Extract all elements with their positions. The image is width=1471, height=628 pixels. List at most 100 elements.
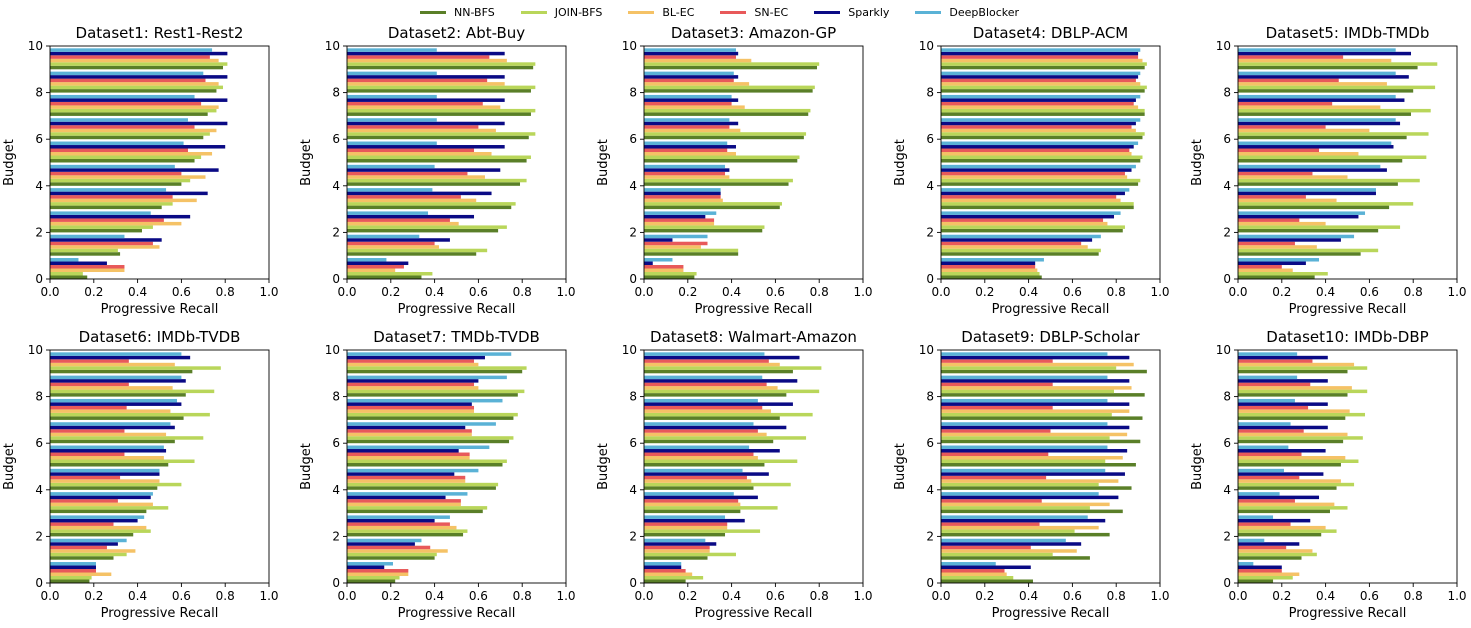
bar-nn-bfs-budget-9 <box>50 89 217 93</box>
bar-deepblocker-budget-9 <box>644 71 734 76</box>
bar-sn-ec-budget-7 <box>347 429 472 433</box>
x-tick-label: 1.0 <box>1447 589 1466 603</box>
bar-sn-ec-budget-1 <box>941 569 1005 573</box>
bar-sparkly-budget-9 <box>347 75 505 79</box>
plot-frame <box>346 45 567 280</box>
bar-deepblocker-budget-9 <box>50 71 204 76</box>
bar-nn-bfs-budget-1 <box>941 579 1033 583</box>
bar-sparkly-budget-2 <box>50 238 162 242</box>
bar-bl-ec-budget-9 <box>50 386 173 390</box>
bar-sparkly-budget-8 <box>941 402 1130 406</box>
bar-sparkly-budget-7 <box>1238 425 1328 430</box>
legend-swatch-sparkly <box>814 10 841 14</box>
bar-deepblocker-budget-8 <box>941 94 1141 99</box>
y-tick-label: 6 <box>1223 436 1231 450</box>
bar-bl-ec-budget-8 <box>50 409 171 413</box>
y-tick-label: 2 <box>1223 529 1231 543</box>
bar-deepblocker-budget-10 <box>347 352 512 356</box>
bar-deepblocker-budget-1 <box>50 258 79 262</box>
bar-bl-ec-budget-6 <box>644 152 736 156</box>
bar-join-bfs-budget-1 <box>1238 272 1328 276</box>
bar-sparkly-budget-5 <box>941 472 1125 476</box>
bar-join-bfs-budget-9 <box>644 389 820 394</box>
bar-bl-ec-budget-7 <box>1238 432 1348 437</box>
bar-join-bfs-budget-8 <box>644 108 811 113</box>
bar-deepblocker-budget-1 <box>941 258 1044 262</box>
x-tick-label: 0.0 <box>634 285 653 299</box>
bar-nn-bfs-budget-4 <box>941 509 1123 514</box>
plot-frame <box>643 45 864 280</box>
bar-bl-ec-budget-6 <box>50 456 164 460</box>
y-tick-label: 2 <box>35 225 43 239</box>
x-tick-label: 1.0 <box>1447 285 1466 299</box>
bar-deepblocker-budget-4 <box>1238 492 1280 496</box>
y-tick-label: 0 <box>332 576 340 590</box>
bar-join-bfs-budget-2 <box>941 552 1053 557</box>
bar-bl-ec-budget-6 <box>941 456 1123 460</box>
legend-item-nn-bfs: NN-BFS <box>420 3 495 21</box>
x-tick-label: 0.2 <box>678 589 697 603</box>
bar-nn-bfs-budget-5 <box>941 486 1132 490</box>
y-tick-label: 8 <box>1223 390 1231 404</box>
x-tick-label: 0.2 <box>975 285 994 299</box>
y-tick-label: 10 <box>1216 343 1231 357</box>
bar-bl-ec-budget-10 <box>50 58 219 63</box>
legend: NN-BFS JOIN-BFS BL-EC SN-EC Sparkly Deep… <box>420 3 1045 21</box>
bar-nn-bfs-budget-2 <box>941 252 1099 256</box>
bar-bl-ec-budget-10 <box>644 58 752 63</box>
bar-nn-bfs-budget-1 <box>50 579 90 583</box>
y-tick-label: 10 <box>622 343 637 357</box>
bar-sn-ec-budget-1 <box>644 569 686 573</box>
bar-bl-ec-budget-6 <box>1238 152 1359 156</box>
bar-bl-ec-budget-1 <box>941 572 1007 577</box>
y-axis-label: Budget <box>299 139 314 186</box>
bar-sparkly-budget-3 <box>644 214 706 219</box>
bar-deepblocker-budget-7 <box>50 118 188 122</box>
bar-join-bfs-budget-10 <box>50 62 228 66</box>
bar-join-bfs-budget-10 <box>644 62 820 66</box>
bar-bl-ec-budget-3 <box>347 525 457 530</box>
chart-panel-8: 0.0 0.2 0.4 0.6 0.8 1.0 0 2 4 6 8 10 Dataset8: Walma… <box>596 328 873 621</box>
bar-sparkly-budget-9 <box>1238 379 1328 383</box>
bar-bl-ec-budget-1 <box>1238 572 1300 577</box>
bar-deepblocker-budget-4 <box>941 188 1130 192</box>
bar-sparkly-budget-3 <box>1238 518 1311 523</box>
chart-panel-4: 0.0 0.2 0.4 0.6 0.8 1.0 0 2 4 6 8 10 Dataset4: DBLP-… <box>893 24 1170 317</box>
bar-nn-bfs-budget-4 <box>644 205 780 210</box>
x-tick-label: 0.6 <box>1063 589 1082 603</box>
bar-deepblocker-budget-3 <box>347 515 450 519</box>
bar-sn-ec-budget-2 <box>941 545 1031 550</box>
bar-nn-bfs-budget-5 <box>1238 182 1398 186</box>
chart-panel-10: 0.0 0.2 0.4 0.6 0.8 1.0 0 2 4 6 8 10 Dataset10: IMDb… <box>1190 328 1467 621</box>
bar-nn-bfs-budget-7 <box>1238 135 1407 140</box>
bar-sparkly-budget-5 <box>941 168 1132 172</box>
bar-nn-bfs-budget-7 <box>941 439 1141 444</box>
bar-bl-ec-budget-9 <box>1238 82 1387 86</box>
y-axis-label: Budget <box>596 443 611 490</box>
bar-join-bfs-budget-8 <box>1238 412 1366 417</box>
bar-deepblocker-budget-1 <box>1238 562 1254 566</box>
x-tick-label: 0.6 <box>766 589 785 603</box>
bar-sparkly-budget-6 <box>50 449 167 453</box>
bar-join-bfs-budget-5 <box>644 178 793 183</box>
bar-sparkly-budget-10 <box>347 51 505 56</box>
bar-nn-bfs-budget-2 <box>1238 252 1361 256</box>
x-tick-label: 0.0 <box>634 589 653 603</box>
bar-bl-ec-budget-7 <box>941 128 1136 133</box>
bar-nn-bfs-budget-8 <box>347 416 514 420</box>
bar-join-bfs-budget-6 <box>644 155 800 160</box>
bar-nn-bfs-budget-8 <box>1238 112 1412 116</box>
bar-deepblocker-budget-1 <box>50 562 96 566</box>
x-tick-label: 0.4 <box>425 285 444 299</box>
bar-nn-bfs-budget-6 <box>50 159 195 163</box>
bar-bl-ec-budget-3 <box>347 221 459 226</box>
bar-nn-bfs-budget-8 <box>50 416 184 420</box>
y-tick-label: 2 <box>926 225 934 239</box>
bar-sparkly-budget-1 <box>1238 565 1282 570</box>
bar-nn-bfs-budget-4 <box>50 509 147 514</box>
bar-bl-ec-budget-9 <box>941 386 1132 390</box>
bar-join-bfs-budget-8 <box>941 108 1145 113</box>
bar-join-bfs-budget-8 <box>50 108 217 113</box>
bar-nn-bfs-budget-3 <box>50 532 134 537</box>
bar-nn-bfs-budget-10 <box>1238 369 1348 374</box>
